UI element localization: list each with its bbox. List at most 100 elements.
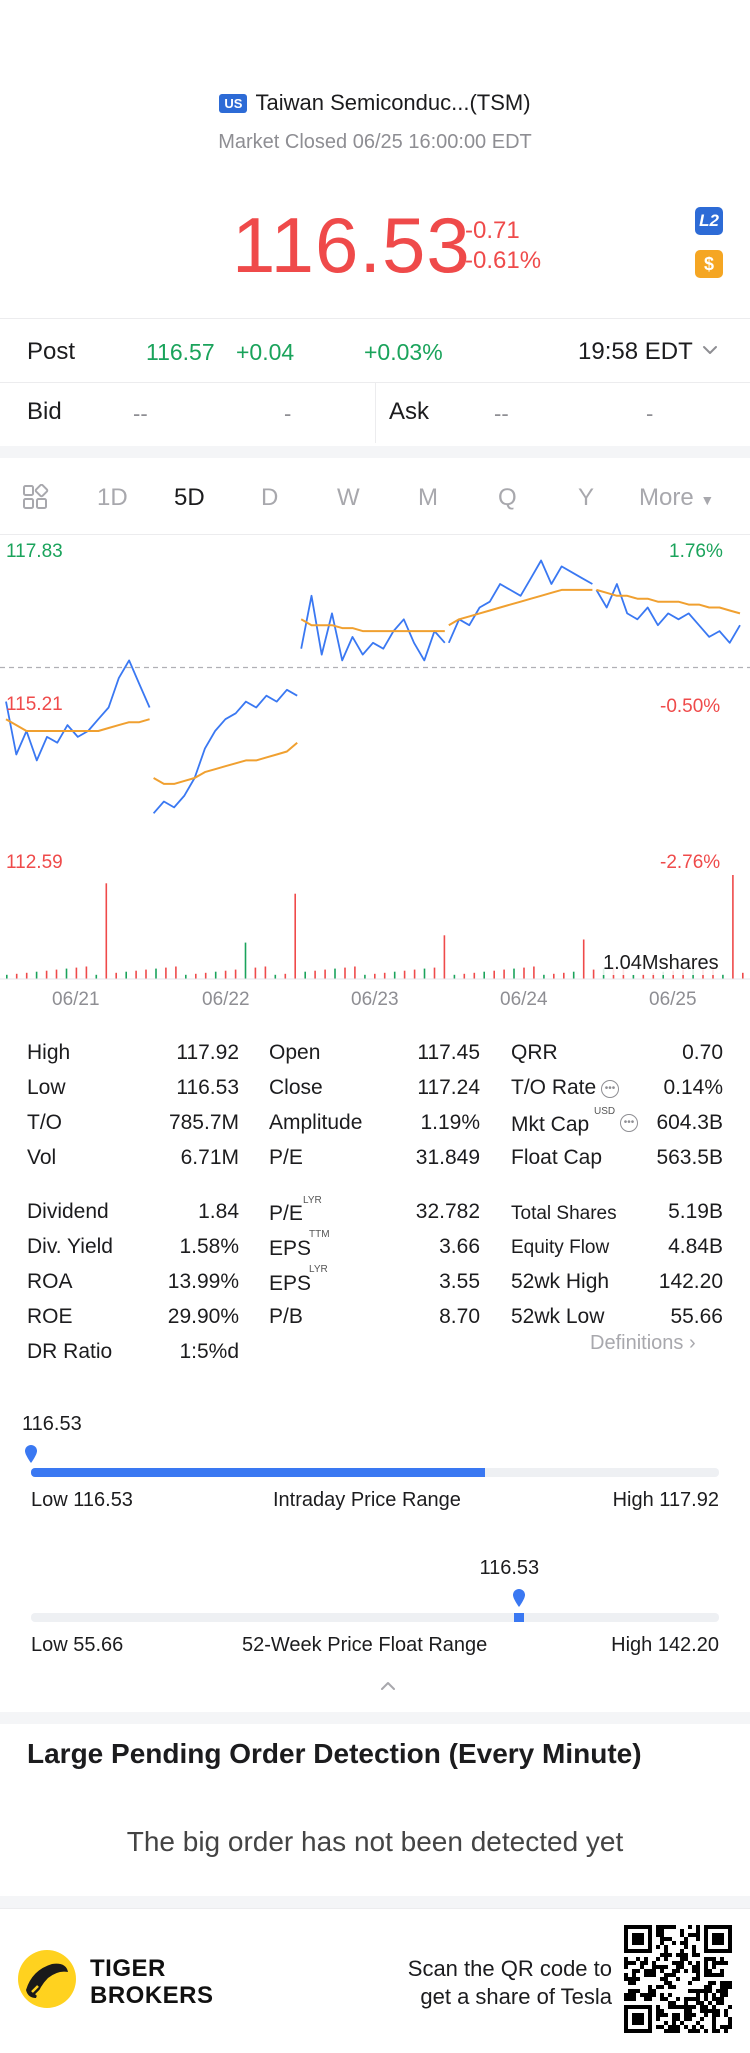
qr-module	[720, 1969, 724, 1973]
qr-module	[696, 1993, 700, 1997]
caret-down-icon: ▼	[700, 492, 715, 508]
volume-bar	[722, 974, 724, 979]
volume-bar	[642, 973, 645, 979]
qr-module	[656, 2025, 660, 2029]
period-tabs: 1D 5D D W M Q Y More ▼	[0, 476, 750, 520]
qr-module	[644, 1969, 648, 1973]
qr-module	[708, 1989, 712, 1993]
qr-module	[628, 1977, 632, 1981]
qr-module	[660, 1933, 664, 1937]
x-tick-label: 06/25	[649, 989, 697, 1010]
bid-label: Bid	[27, 398, 62, 425]
stat-superscript: LYR	[309, 1264, 328, 1275]
qr-module	[688, 1925, 692, 1929]
qr-module	[632, 1969, 636, 1973]
qr-module	[688, 2005, 692, 2009]
tab-y[interactable]: Y	[578, 484, 595, 511]
post-time[interactable]: 19:58 EDT	[578, 338, 693, 365]
stat-value: 29.90%	[167, 1305, 239, 1328]
post-change: +0.04	[236, 339, 295, 365]
qr-module	[668, 1981, 672, 1985]
qr-module	[676, 1977, 680, 1981]
bid-price: --	[133, 401, 148, 426]
qr-module	[680, 1941, 684, 1945]
qr-module	[696, 1933, 700, 1937]
stat-value: 117.92	[176, 1041, 239, 1064]
tab-1d[interactable]: 1D	[97, 484, 128, 511]
x-tick-label: 06/23	[351, 989, 399, 1010]
qr-module	[672, 2021, 676, 2025]
volume-bar	[334, 968, 336, 979]
volume-bar	[15, 973, 18, 979]
volume-bar	[543, 974, 545, 979]
qr-module	[660, 1993, 664, 1997]
average-line-segment	[5, 718, 150, 732]
qr-module	[664, 1953, 668, 1957]
qr-module	[712, 1961, 716, 1965]
tab-5d[interactable]: 5D	[174, 484, 205, 511]
divider	[0, 382, 750, 383]
stat-value: 32.782	[415, 1200, 480, 1223]
qr-module	[660, 1929, 664, 1933]
stock-title-row[interactable]: US Taiwan Semiconduc...(TSM)	[0, 90, 750, 116]
bid-ask-separator	[375, 383, 376, 443]
qr-module	[640, 1993, 644, 1997]
post-change-pct: +0.03%	[364, 339, 443, 365]
chevron-down-icon[interactable]	[700, 340, 720, 360]
qr-module	[708, 2009, 712, 2013]
volume-bar	[284, 973, 287, 979]
qr-module	[656, 1945, 660, 1949]
volume-bar	[115, 972, 117, 979]
intraday-high-label: High 117.92	[612, 1489, 719, 1511]
qr-module	[676, 2005, 680, 2009]
info-more-icon[interactable]: •••	[620, 1114, 638, 1132]
y-low-label: 112.59	[6, 852, 63, 873]
qr-module	[656, 2009, 660, 2013]
qr-module	[660, 2013, 664, 2017]
week52-range-title: 52-Week Price Float Range	[242, 1634, 488, 1656]
qr-module	[704, 1989, 708, 1993]
qr-module	[676, 1953, 680, 1957]
qr-module	[712, 1997, 716, 2001]
qr-module	[628, 1989, 632, 1993]
volume-bar	[155, 968, 157, 979]
stat-value: 0.14%	[663, 1076, 723, 1099]
qr-module	[660, 1953, 664, 1957]
y-prev-close-pct: -0.50%	[660, 696, 721, 717]
volume-bar	[25, 972, 28, 979]
qr-module	[676, 1969, 680, 1973]
qr-module	[668, 1953, 672, 1957]
volume-bar	[75, 967, 78, 979]
qr-module	[652, 1993, 656, 1997]
volume-bar	[453, 974, 456, 979]
stat-label: High	[27, 1041, 71, 1064]
stat-label: P/E	[269, 1202, 303, 1225]
dollar-icon[interactable]: $	[695, 250, 723, 278]
qr-module	[680, 1957, 684, 1961]
level2-icon[interactable]: L2	[695, 207, 723, 235]
tab-d[interactable]: D	[261, 484, 279, 511]
qr-module	[648, 1993, 652, 1997]
volume-bar	[463, 973, 466, 979]
qr-module	[688, 2013, 692, 2017]
tab-more[interactable]: More ▼	[639, 484, 714, 512]
stat-label: Vol	[27, 1146, 57, 1169]
qr-module	[720, 1997, 724, 2001]
stat-label: Div. Yield	[27, 1235, 113, 1258]
info-more-icon[interactable]: •••	[601, 1080, 619, 1098]
definitions-link[interactable]: Definitions ›	[590, 1332, 696, 1355]
price-line-segment	[447, 559, 593, 644]
price-chart[interactable]	[0, 535, 750, 990]
layout-grid-icon[interactable]	[22, 484, 50, 512]
qr-module	[676, 1965, 680, 1969]
tab-q[interactable]: Q	[498, 484, 517, 511]
qr-module	[708, 1957, 712, 1961]
volume-bar	[314, 970, 316, 979]
stat-label: Close	[269, 1076, 323, 1099]
volume-label: 1.04Mshares	[601, 952, 721, 975]
tab-m[interactable]: M	[418, 484, 438, 511]
tab-w[interactable]: W	[337, 484, 360, 511]
chevron-up-icon[interactable]	[378, 1678, 398, 1692]
stat-label: P/B	[269, 1305, 303, 1328]
volume-bar	[403, 970, 406, 979]
